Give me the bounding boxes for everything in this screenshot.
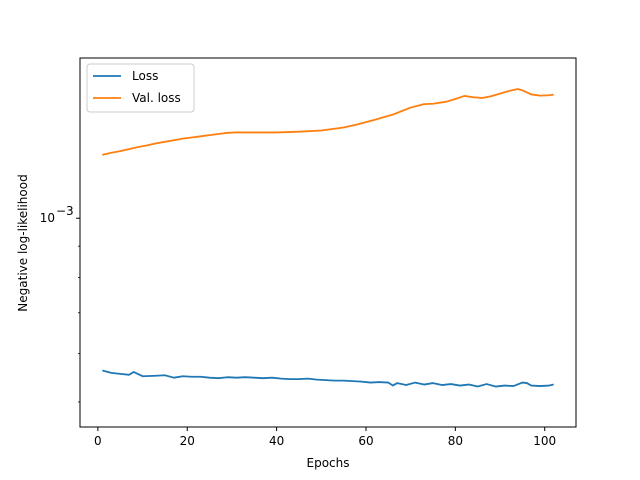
x-tick-label: 60 [358,434,373,448]
axis-ticks: 0 20 40 60 80 100 10 −3 [40,204,556,448]
legend-label-val-loss: Val. loss [132,91,181,105]
y-tick-label-exponent: −3 [56,204,74,218]
x-tick-label: 100 [533,434,556,448]
x-axis-label: Epochs [307,456,350,470]
y-tick-label-base: 10 [40,211,55,225]
x-tick-label: 20 [180,434,195,448]
legend-label-loss: Loss [132,69,158,83]
x-tick-label: 40 [269,434,284,448]
legend: Loss Val. loss [86,63,195,113]
x-tick-label: 0 [94,434,102,448]
series-line-loss [102,369,554,388]
plot-area [102,88,554,388]
x-tick-label: 80 [448,434,463,448]
y-axis-label: Negative log-likelihood [16,174,30,311]
axes-frame [79,57,577,428]
series-line-val-loss [102,88,554,156]
